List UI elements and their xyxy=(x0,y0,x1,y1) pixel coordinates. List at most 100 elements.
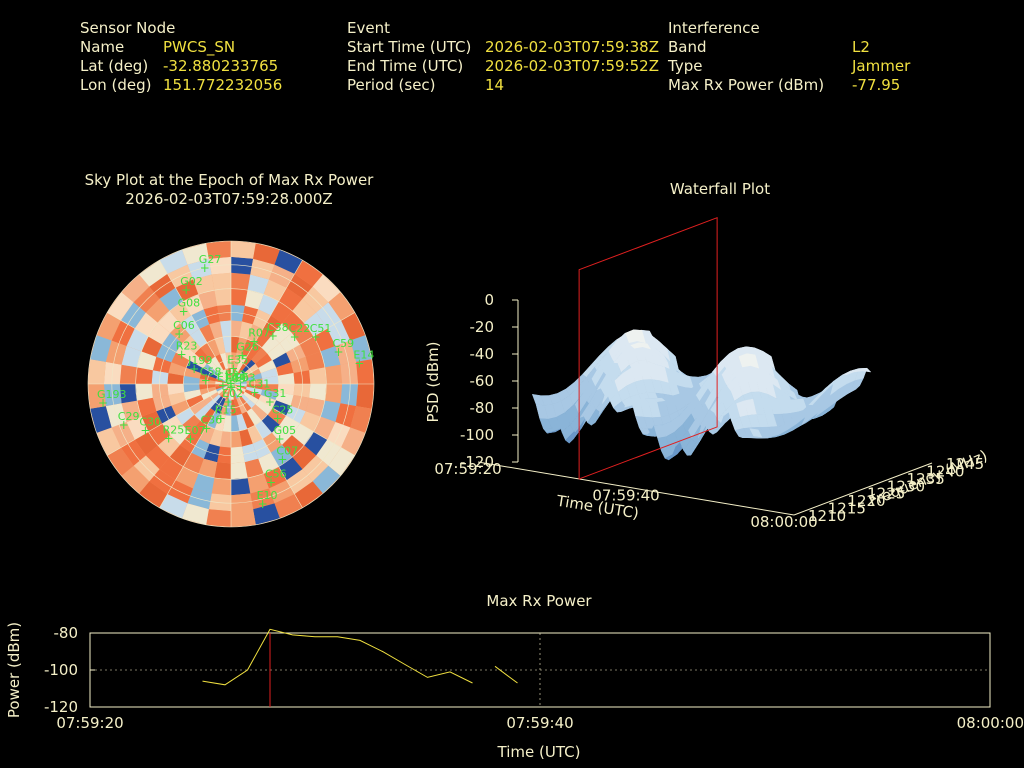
sky-cell xyxy=(222,415,231,432)
interference-band-label: Band xyxy=(668,38,707,56)
sky-cell xyxy=(254,329,272,348)
sky-cell xyxy=(247,324,263,343)
sky-cell xyxy=(121,346,142,368)
satellite-marker: + xyxy=(218,378,228,392)
satellite-marker: + xyxy=(273,412,283,426)
sky-cell xyxy=(309,367,327,384)
sky-cell xyxy=(231,381,247,384)
sky-cell xyxy=(231,384,237,400)
sky-cell xyxy=(214,337,226,355)
sky-cell xyxy=(210,356,224,372)
sky-cell xyxy=(209,428,223,447)
sky-cell xyxy=(137,397,157,417)
sky-cell xyxy=(243,391,259,405)
satellite-label: C30 xyxy=(139,416,161,429)
sky-cell xyxy=(356,359,374,384)
sky-cell xyxy=(159,494,188,519)
event-start-value: 2026-02-03T07:59:38Z xyxy=(485,38,659,56)
sky-cell xyxy=(211,477,231,496)
satellite: +G02 xyxy=(180,275,203,297)
sky-cell xyxy=(267,407,286,425)
sky-azimuth-line xyxy=(230,312,355,385)
waterfall-title: Waterfall Plot xyxy=(669,180,771,198)
sky-azimuth-line xyxy=(107,312,232,385)
sky-cell xyxy=(179,432,200,453)
sky-azimuth-line xyxy=(159,260,232,385)
sky-cell xyxy=(340,361,359,384)
sky-cell xyxy=(282,311,304,333)
sky-cell xyxy=(167,384,185,395)
sky-cell xyxy=(231,371,244,384)
satellite-marker: + xyxy=(98,396,108,410)
sky-cell xyxy=(215,384,231,390)
waterfall-z-tick-label: -100 xyxy=(460,426,494,444)
sky-cell xyxy=(231,509,256,527)
maxrx-grid xyxy=(90,632,990,707)
waterfall-y-tick-label: 1220 xyxy=(847,492,885,510)
sky-cell xyxy=(238,356,252,372)
sky-cell xyxy=(119,364,138,384)
sky-cell xyxy=(231,462,248,480)
sky-cell xyxy=(246,342,262,360)
sky-cell xyxy=(158,435,180,457)
sky-cell xyxy=(215,378,231,384)
satellite-marker: + xyxy=(228,362,238,376)
sky-cell xyxy=(236,337,248,355)
satellite-marker: + xyxy=(177,348,187,362)
sky-cell xyxy=(107,292,134,321)
sky-cell xyxy=(162,332,183,353)
sky-cell xyxy=(215,381,231,384)
sky-cell xyxy=(267,343,286,361)
sky-cell xyxy=(200,342,216,360)
sky-cell xyxy=(139,260,168,287)
event-period-value: 14 xyxy=(485,76,505,94)
satellite-marker: + xyxy=(216,411,226,425)
sensor-title: Sensor Node xyxy=(80,19,176,37)
sky-cell xyxy=(231,493,254,512)
sky-cell xyxy=(193,473,215,494)
sky-cell xyxy=(201,389,218,400)
satellite: +C38 xyxy=(267,321,289,343)
sky-cell xyxy=(350,335,372,362)
maxrx-y-tick-label: -100 xyxy=(44,661,78,679)
sky-cell xyxy=(171,352,190,368)
maxrx-line xyxy=(494,665,518,684)
sky-cell xyxy=(258,394,276,408)
satellite-label: G02 xyxy=(180,275,203,288)
maxrx-title: Max Rx Power xyxy=(486,592,592,610)
waterfall-axis-line xyxy=(477,461,795,516)
interference-band-value: L2 xyxy=(852,38,870,56)
sky-cell xyxy=(175,466,199,489)
waterfall-y-tick-label: 1240 xyxy=(926,462,964,480)
sky-cell xyxy=(244,290,264,310)
sky-cell xyxy=(198,290,218,310)
sky-cell xyxy=(279,415,300,436)
sky-cell xyxy=(182,335,201,354)
sky-cell xyxy=(282,435,304,457)
maxrx-y-tick-label: -120 xyxy=(44,698,78,716)
sky-cell xyxy=(168,392,187,406)
sky-cell xyxy=(215,397,226,414)
satellite-marker: + xyxy=(266,476,276,490)
sky-cell xyxy=(167,373,185,384)
sky-cell xyxy=(182,414,201,433)
sky-cell xyxy=(244,368,261,379)
sky-cell xyxy=(231,288,248,306)
sky-cell xyxy=(312,274,341,303)
sky-azimuth-line xyxy=(107,383,232,456)
sky-cell xyxy=(210,396,224,412)
sky-cell xyxy=(239,428,253,447)
satellite-label: G193 xyxy=(97,388,127,401)
sky-cell xyxy=(243,363,259,377)
sky-cell xyxy=(171,400,190,416)
sky-cell xyxy=(277,384,295,395)
sky-cell xyxy=(190,329,208,348)
sky-cell xyxy=(231,320,242,338)
event-title: Event xyxy=(347,19,390,37)
sky-cell xyxy=(313,328,336,352)
interference-type-label: Type xyxy=(668,57,703,75)
sky-cell xyxy=(207,339,221,357)
sky-cell xyxy=(253,503,280,525)
